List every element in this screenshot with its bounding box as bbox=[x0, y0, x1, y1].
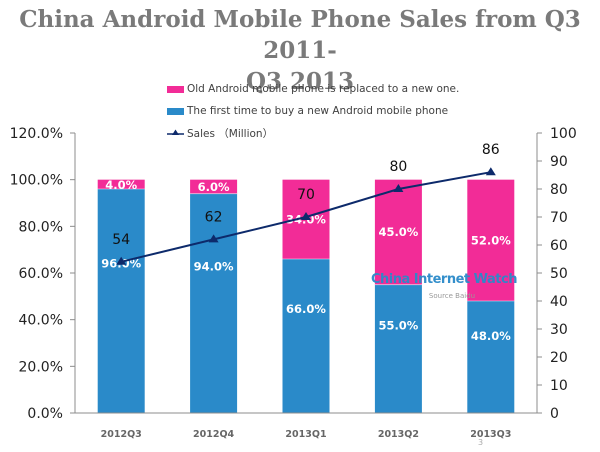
bar-label-replaced: 45.0% bbox=[378, 225, 418, 239]
right-axis-tick-label: 90 bbox=[550, 154, 568, 170]
page-number: 3 bbox=[478, 438, 484, 447]
sales-data-label: 86 bbox=[482, 142, 500, 158]
sales-marker-triangle bbox=[208, 234, 219, 243]
chart-title: China Android Mobile Phone Sales from Q3… bbox=[0, 4, 600, 97]
bar-replaced bbox=[97, 179, 145, 189]
legend-line-triangle-icon bbox=[167, 129, 184, 135]
legend-item-first-time: The first time to buy a new Android mobi… bbox=[167, 100, 459, 122]
sales-data-label: 62 bbox=[205, 209, 223, 225]
watermark-source: Source Baidu bbox=[429, 292, 475, 300]
sales-data-label: 80 bbox=[389, 159, 407, 175]
bar-first-time bbox=[374, 284, 422, 413]
x-axis-tick-label: 2012Q4 bbox=[193, 429, 235, 440]
bar-replaced bbox=[467, 179, 515, 301]
sales-data-label: 54 bbox=[112, 232, 130, 248]
sales-marker-triangle bbox=[393, 184, 404, 192]
x-axis-tick-label: 2013Q1 bbox=[285, 429, 326, 440]
right-axis-tick-label: 70 bbox=[550, 210, 568, 226]
bar-first-time bbox=[282, 259, 330, 413]
sales-marker-triangle bbox=[301, 212, 311, 220]
right-axis: 0 10 20 30 40 50 60 70 80 90 100 bbox=[536, 126, 577, 422]
left-axis-tick-label: 40.0% bbox=[19, 313, 63, 329]
right-axis-tick-label: 30 bbox=[550, 322, 568, 338]
left-axis-tick-label: 20.0% bbox=[19, 359, 63, 375]
left-axis-tick-label: 100.0% bbox=[10, 173, 63, 189]
legend-label-replaced: Old Android mobile phone is replaced to … bbox=[187, 83, 460, 95]
bar-label-replaced: 52.0% bbox=[471, 233, 511, 247]
bar-label-first-time: 48.0% bbox=[471, 329, 511, 343]
legend-swatch-first-time bbox=[167, 107, 184, 115]
legend-label-first-time: The first time to buy a new Android mobi… bbox=[187, 105, 449, 117]
right-axis-tick-label: 60 bbox=[550, 238, 568, 254]
bar-first-time bbox=[467, 301, 515, 413]
bars: 96.0%4.0%94.0%6.0%66.0%34.0%55.0%45.0%48… bbox=[97, 178, 515, 413]
left-axis-tick-label: 80.0% bbox=[19, 219, 63, 235]
bar-replaced bbox=[190, 179, 238, 194]
right-axis-tick-label: 40 bbox=[550, 294, 568, 310]
bar-replaced bbox=[374, 179, 422, 285]
x-axis-tick-label: 2012Q3 bbox=[101, 429, 142, 440]
legend-swatch-replaced bbox=[167, 85, 184, 93]
legend-item-sales: Sales （Million） bbox=[167, 122, 459, 144]
right-axis-tick-label: 80 bbox=[550, 182, 568, 198]
left-axis-tick-label: 120.0% bbox=[10, 126, 63, 142]
watermark-text: China Internet Watch bbox=[371, 272, 517, 287]
legend-label-sales: Sales （Million） bbox=[187, 127, 274, 140]
bar-label-first-time: 94.0% bbox=[194, 259, 234, 273]
bar-first-time bbox=[190, 193, 238, 413]
left-axis: 0.0% 20.0% 40.0% 60.0% 80.0% 100.0% 120.0% bbox=[10, 126, 76, 422]
chart-title-line-1: China Android Mobile Phone Sales from Q3… bbox=[19, 6, 581, 64]
legend: Old Android mobile phone is replaced to … bbox=[167, 78, 459, 144]
left-axis-tick-label: 60.0% bbox=[19, 266, 63, 282]
x-axis-tick-label: 2013Q2 bbox=[378, 429, 419, 440]
bar-label-first-time: 66.0% bbox=[286, 302, 326, 316]
right-axis-tick-label: 100 bbox=[550, 126, 577, 142]
bar-label-first-time: 55.0% bbox=[378, 319, 418, 333]
right-axis-tick-label: 10 bbox=[550, 378, 568, 394]
bar-first-time bbox=[97, 189, 145, 413]
sales-line-series: 54 62 70 80 86 bbox=[112, 142, 500, 265]
x-axis-labels: 2012Q3 2012Q4 2013Q1 2013Q2 2013Q3 bbox=[75, 412, 537, 440]
bar-label-replaced: 6.0% bbox=[198, 180, 230, 194]
chart-title-line-2: Q3 2013 bbox=[245, 68, 355, 95]
right-axis-tick-label: 50 bbox=[550, 266, 568, 282]
right-axis-tick-label: 0 bbox=[550, 406, 559, 422]
watermark: China Internet Watch Source Baidu bbox=[371, 272, 518, 300]
sales-marker-triangle bbox=[116, 256, 127, 265]
bar-label-replaced: 4.0% bbox=[105, 178, 137, 192]
right-axis-tick-label: 20 bbox=[550, 350, 568, 366]
x-axis-tick-label: 2013Q3 bbox=[470, 429, 511, 440]
left-axis-tick-label: 0.0% bbox=[27, 406, 63, 422]
legend-item-replaced: Old Android mobile phone is replaced to … bbox=[167, 78, 459, 100]
sales-marker-triangle bbox=[485, 167, 496, 176]
sales-data-label: 70 bbox=[297, 187, 315, 203]
